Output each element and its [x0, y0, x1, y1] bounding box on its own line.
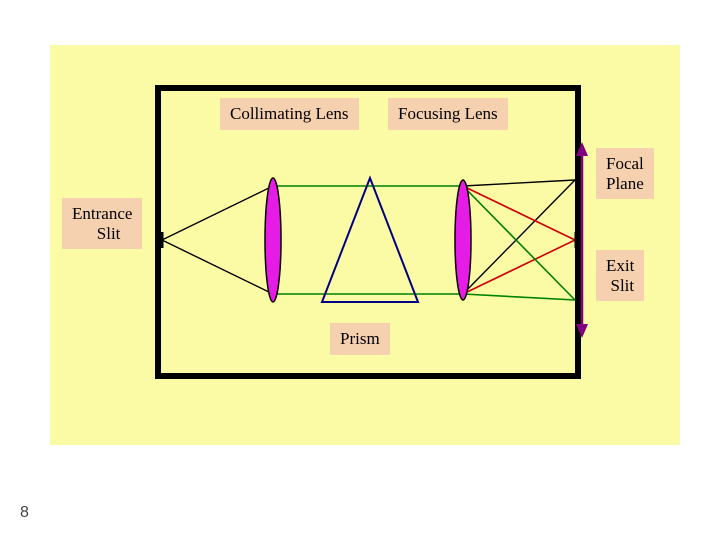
focusing-lens-label: Focusing Lens — [388, 98, 508, 130]
ray-in-bot — [162, 240, 273, 294]
focal-plane-label: Focal Plane — [596, 148, 654, 199]
slide: Collimating Lens Focusing Lens Focal Pla… — [0, 0, 720, 540]
page-number: 8 — [20, 504, 29, 522]
focusing-lens-shape — [455, 180, 471, 300]
ray-out-black-bot — [463, 180, 575, 294]
ray-out-black-top — [463, 180, 575, 186]
ray-out-green-bot — [463, 294, 575, 300]
ray-out-red-bot — [463, 240, 575, 294]
collimating-lens-shape — [265, 178, 281, 302]
prism-shape — [322, 178, 418, 302]
ray-in-top — [162, 186, 273, 240]
exit-slit-label: Exit Slit — [596, 250, 644, 301]
ray-out-red-top — [463, 186, 575, 240]
entrance-slit-label: Entrance Slit — [62, 198, 142, 249]
prism-label: Prism — [330, 323, 390, 355]
collimating-lens-label: Collimating Lens — [220, 98, 359, 130]
ray-out-green-top — [463, 186, 575, 300]
